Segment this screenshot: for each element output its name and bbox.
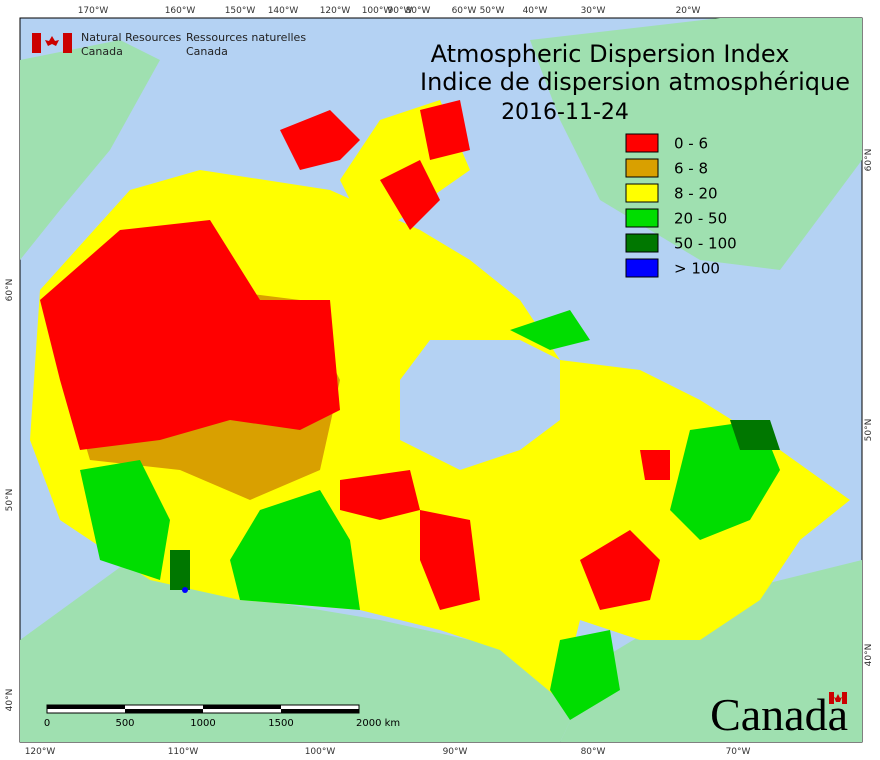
scale-segment: [281, 709, 359, 713]
latitude-label: 40°N: [5, 689, 15, 712]
longitude-label: 100°W: [362, 6, 393, 16]
greenland: [530, 18, 862, 270]
longitude-label: 120°W: [25, 747, 56, 757]
hudson-bay: [400, 340, 560, 470]
legend-label: 6 - 8: [674, 160, 708, 178]
legend-swatch: [625, 233, 659, 253]
longitude-label: 70°W: [726, 747, 751, 757]
agency-signature: [32, 33, 72, 53]
flag-bar: [829, 692, 834, 704]
latitude-label: 60°N: [5, 279, 15, 302]
legend-label: > 100: [674, 260, 720, 278]
legend-swatch: [625, 133, 659, 153]
longitude-label: 40°W: [523, 6, 548, 16]
longitude-label: 100°W: [305, 747, 336, 757]
scale-label: 500: [115, 718, 134, 729]
legend-swatch: [625, 208, 659, 228]
legend-label: 0 - 6: [674, 135, 708, 153]
latitude-label: 50°N: [5, 489, 15, 512]
scale-label: 1500: [268, 718, 293, 729]
legend-swatch: [625, 258, 659, 278]
longitude-label: 160°W: [165, 6, 196, 16]
wordmark: Canada: [710, 689, 848, 740]
scale-label: 2000 km: [356, 718, 400, 729]
legend-swatch: [625, 183, 659, 203]
legend-label: 8 - 20: [674, 185, 718, 203]
longitude-label: 110°W: [168, 747, 199, 757]
agency-name-en: Natural Resources: [81, 31, 182, 44]
scale-label: 0: [44, 718, 50, 729]
longitude-label: 90°W: [388, 6, 413, 16]
usa-east: [560, 560, 862, 742]
longitude-label: 20°W: [676, 6, 701, 16]
longitude-label: 170°W: [78, 6, 109, 16]
latitude-label: 60°N: [864, 149, 874, 172]
title-fr: Indice de dispersion atmosphérique: [420, 68, 850, 96]
legend-label: 20 - 50: [674, 210, 727, 228]
longitude-label: 120°W: [320, 6, 351, 16]
longitude-label: 150°W: [225, 6, 256, 16]
scale-segment: [125, 709, 203, 713]
maple-leaf: [834, 694, 842, 702]
region-0-6-arctic: [280, 100, 470, 230]
date: 2016-11-24: [501, 100, 629, 125]
legend-label: 50 - 100: [674, 235, 737, 253]
longitude-label: 80°W: [406, 6, 431, 16]
scale-segment: [47, 705, 125, 709]
latitude-label: 50°N: [864, 419, 874, 442]
latitude-label: 40°N: [864, 644, 874, 667]
region-0-6-west: [40, 220, 340, 450]
longitude-label: 90°W: [443, 747, 468, 757]
region-0-6-east: [340, 450, 670, 610]
usa: [20, 560, 600, 742]
longitude-label: 60°W: [452, 6, 477, 16]
flag-bar: [63, 33, 72, 53]
longitude-label: 30°W: [581, 6, 606, 16]
region-20-50-west: [80, 460, 360, 610]
flag-bar: [842, 692, 847, 704]
agency-name-fr: Ressources naturelles: [186, 31, 306, 44]
title-en: Atmospheric Dispersion Index: [431, 40, 790, 68]
maple-leaf: [45, 36, 59, 46]
region-20-50-east: [510, 310, 780, 720]
longitude-label: 80°W: [581, 747, 606, 757]
scale-bar: [46, 704, 360, 714]
canada-index: [30, 100, 850, 720]
foreign-land: [20, 18, 862, 742]
flag-bar: [32, 33, 41, 53]
canada-wordmark: [829, 692, 847, 704]
agency-name-fr: Canada: [186, 45, 228, 58]
longitude-label: 140°W: [268, 6, 299, 16]
region-gt-100: [182, 587, 188, 593]
agency-name-en: Canada: [81, 45, 123, 58]
legend-swatch: [625, 158, 659, 178]
alaska: [20, 40, 160, 260]
longitude-label: 50°W: [480, 6, 505, 16]
scale-segment: [203, 705, 281, 709]
scale-label: 1000: [190, 718, 215, 729]
